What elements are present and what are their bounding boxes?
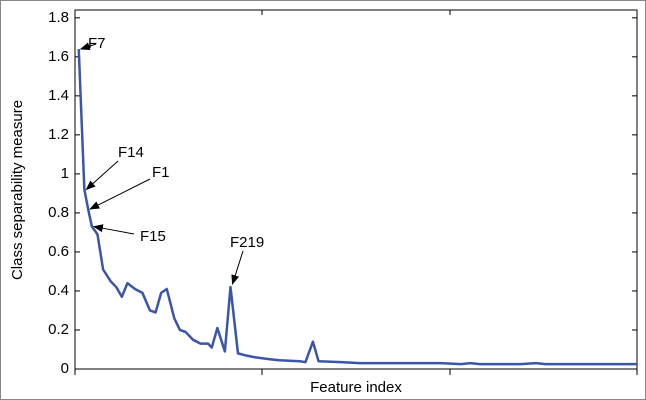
y-tick-label: 0: [61, 360, 69, 377]
y-axis-label: Class separability measure: [9, 100, 26, 280]
annotation-arrow: [89, 178, 151, 210]
annotation: F7: [88, 35, 106, 52]
y-tick-label: 1.2: [48, 126, 69, 143]
annotation-arrow: [79, 42, 97, 51]
y-tick-label: 1.8: [48, 9, 69, 26]
x-ticks: [74, 10, 638, 375]
annotation-arrow: [85, 160, 119, 191]
y-tick-label: 0.8: [48, 204, 69, 221]
annotation: F1: [152, 164, 170, 181]
annotation: F219: [230, 234, 264, 251]
annotation-arrow: [92, 224, 135, 235]
plot-frame: [74, 9, 638, 370]
line-series: [77, 48, 637, 366]
annotation: F14: [118, 144, 144, 161]
annotation: F15: [140, 228, 166, 245]
annotation-arrow: [231, 250, 244, 286]
x-axis-label: Feature index: [310, 379, 402, 396]
y-tick-label: 0.2: [48, 321, 69, 338]
y-tick-label: 0.6: [48, 243, 69, 260]
y-tick-label: 1.4: [48, 87, 69, 104]
y-tick-label: 0.4: [48, 282, 69, 299]
y-tick-label: 1.6: [48, 48, 69, 65]
y-tick-label: 1: [61, 165, 69, 182]
